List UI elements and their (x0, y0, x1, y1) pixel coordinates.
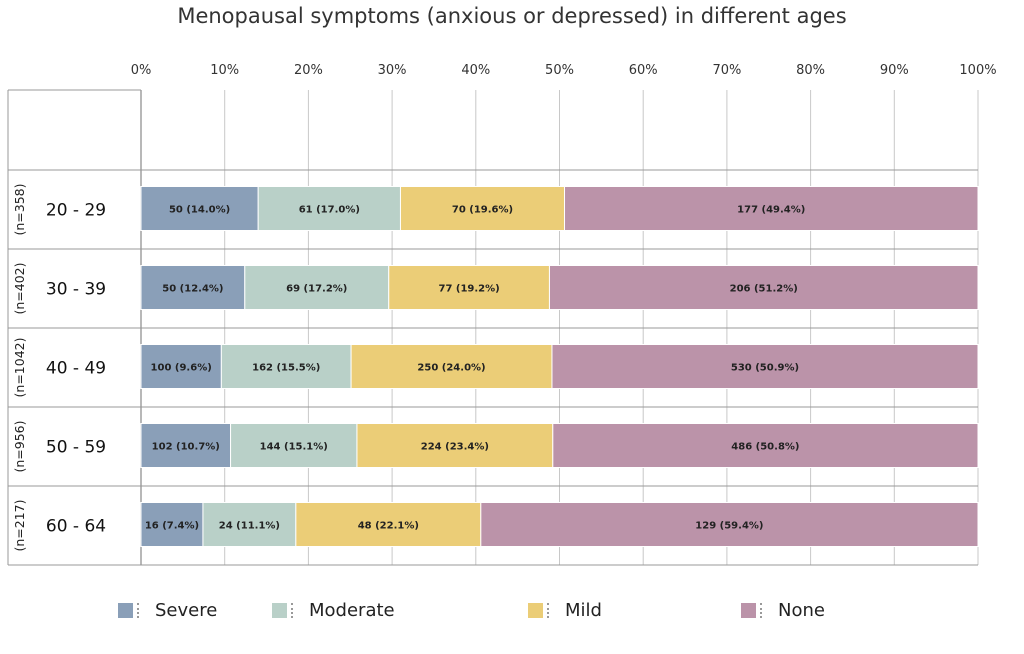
bar-segment-mild (388, 265, 550, 310)
legend-label: None (778, 600, 825, 621)
chart-title: Menopausal symptoms (anxious or depresse… (177, 4, 847, 28)
legend-separator (137, 603, 147, 618)
group-size-label: (n=956) (12, 420, 27, 472)
bar-segment-moderate (220, 344, 352, 389)
row-labels: 20 - 29 (n=358) 30 - 39 (n=402) 40 - 49 (n=10… (12, 183, 106, 551)
bars: 50 (14.0%) 61 (17.0%) 70 (19.6%) 177 (49.4%… (140, 186, 979, 547)
bar-segment-severe (140, 423, 232, 468)
x-tick-label: 90% (880, 63, 909, 78)
bar-segment-severe (140, 186, 259, 231)
bar-data-label: 206 (51.2%) (730, 284, 798, 295)
group-size-label: (n=217) (12, 499, 27, 551)
bar-data-label: 250 (24.0%) (417, 363, 485, 374)
bar-segment-moderate (244, 265, 390, 310)
x-tick-label: 20% (294, 63, 323, 78)
bar-data-label: 77 (19.2%) (438, 284, 499, 295)
bar-data-label: 50 (12.4%) (162, 284, 223, 295)
bar-data-label: 61 (17.0%) (299, 205, 360, 216)
x-tick-label: 40% (461, 63, 490, 78)
stacked-bar-chart: 0% 10% 20% 30% 40% 50% 60% 70% 80% 90% 100% 20 - 2… (7, 63, 997, 566)
x-tick-label: 100% (959, 63, 996, 78)
bar-segment-mild (356, 423, 554, 468)
bar-segment-mild (350, 344, 553, 389)
legend-swatch (528, 603, 543, 618)
bar-data-label: 100 (9.6%) (151, 363, 212, 374)
x-tick-label: 30% (378, 63, 407, 78)
category-label: 40 - 49 (46, 359, 106, 379)
bar-segment-none (564, 186, 979, 231)
bar-data-label: 70 (19.6%) (452, 205, 513, 216)
bar-segment-none (552, 423, 979, 468)
legend-swatch (118, 603, 133, 618)
legend-label: Moderate (309, 600, 395, 621)
row-frame (7, 89, 978, 566)
bar-segment-severe (140, 265, 246, 310)
legend-item-none: None (741, 600, 825, 621)
bar-data-label: 69 (17.2%) (286, 284, 347, 295)
legend-swatch (741, 603, 756, 618)
bar-data-label: 530 (50.9%) (731, 363, 799, 374)
bar-data-label: 486 (50.8%) (731, 442, 799, 453)
bar-data-label: 102 (10.7%) (152, 442, 220, 453)
legend-separator (547, 603, 557, 618)
bar-segment-none (551, 344, 979, 389)
bar-segment-severe (140, 502, 204, 547)
bar-segment-none (548, 265, 979, 310)
group-size-label: (n=402) (12, 262, 27, 314)
bar-segment-moderate (230, 423, 358, 468)
bar-data-label: 16 (7.4%) (145, 521, 199, 532)
category-label: 20 - 29 (46, 201, 106, 221)
x-tick-label: 10% (210, 63, 239, 78)
category-label: 30 - 39 (46, 280, 106, 300)
bar-data-label: 129 (59.4%) (695, 521, 763, 532)
legend-separator (760, 603, 770, 618)
bar-segment-severe (140, 344, 222, 389)
x-axis-ticks: 0% 10% 20% 30% 40% 50% 60% 70% 80% 90% 100% (131, 63, 997, 78)
legend-label: Severe (155, 600, 218, 621)
bar-data-label: 162 (15.5%) (252, 363, 320, 374)
x-tick-label: 50% (545, 63, 574, 78)
legend-item-mild: Mild (528, 600, 602, 621)
category-label: 60 - 64 (46, 517, 106, 537)
bar-data-label: 224 (23.4%) (421, 442, 489, 453)
group-size-label: (n=358) (12, 183, 27, 235)
bar-data-label: 48 (22.1%) (358, 521, 419, 532)
bar-segment-none (480, 502, 979, 547)
legend-item-severe: Severe (118, 600, 217, 621)
legend-swatch (272, 603, 287, 618)
bar-data-label: 24 (11.1%) (219, 521, 280, 532)
bar-data-label: 50 (14.0%) (169, 205, 230, 216)
x-tick-label: 0% (131, 63, 152, 78)
bar-data-label: 177 (49.4%) (737, 205, 805, 216)
bar-segment-moderate (202, 502, 297, 547)
category-label: 50 - 59 (46, 438, 106, 458)
legend: Severe Moderate Mild None (0, 600, 1024, 630)
bar-segment-moderate (257, 186, 401, 231)
group-size-label: (n=1042) (12, 338, 27, 398)
x-tick-label: 60% (629, 63, 658, 78)
legend-label: Mild (565, 600, 602, 621)
legend-item-moderate: Moderate (272, 600, 395, 621)
x-tick-label: 70% (712, 63, 741, 78)
x-tick-label: 80% (796, 63, 825, 78)
bar-data-label: 144 (15.1%) (260, 442, 328, 453)
legend-separator (291, 603, 301, 618)
